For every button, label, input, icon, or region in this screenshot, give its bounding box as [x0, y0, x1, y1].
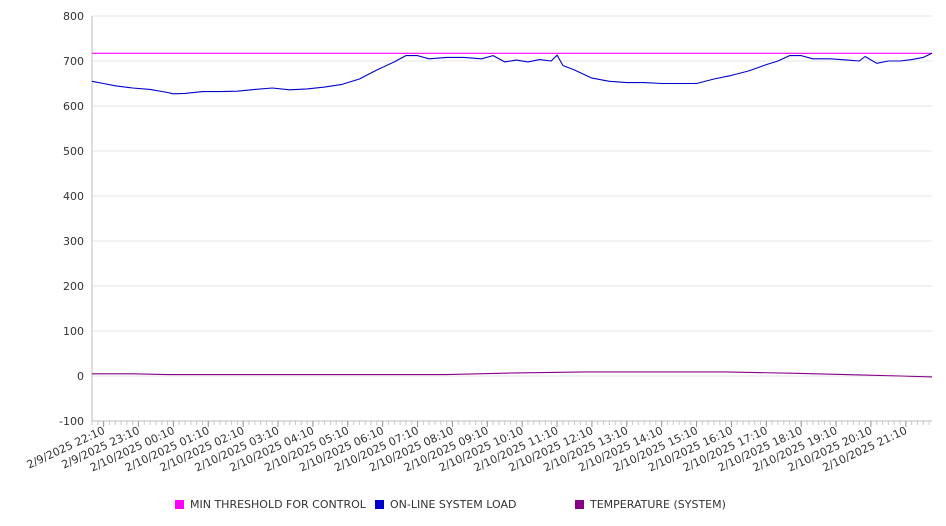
- legend-item-threshold[interactable]: MIN THRESHOLD FOR CONTROL: [175, 498, 366, 511]
- y-tick-label: 700: [63, 55, 84, 68]
- y-tick-label: 600: [63, 100, 84, 113]
- legend-item-temperature[interactable]: TEMPERATURE (SYSTEM): [575, 498, 726, 511]
- y-tick-label: 100: [63, 325, 84, 338]
- y-tick-label: -100: [59, 415, 84, 428]
- legend-label-temperature: TEMPERATURE (SYSTEM): [590, 498, 726, 511]
- series-line-temperature: [92, 371, 933, 378]
- legend-label-system-load: ON-LINE SYSTEM LOAD: [390, 498, 517, 511]
- legend-swatch-system-load: [375, 500, 384, 509]
- legend-swatch-temperature: [575, 500, 584, 509]
- legend-item-system-load[interactable]: ON-LINE SYSTEM LOAD: [375, 498, 516, 511]
- legend-swatch-threshold: [175, 500, 184, 509]
- legend: MIN THRESHOLD FOR CONTROL ON-LINE SYSTEM…: [0, 498, 946, 514]
- y-tick-label: 800: [63, 10, 84, 23]
- y-tick-label: 200: [63, 280, 84, 293]
- legend-label-threshold: MIN THRESHOLD FOR CONTROL: [190, 498, 366, 511]
- y-tick-label: 500: [63, 145, 84, 158]
- y-tick-label: 400: [63, 190, 84, 203]
- y-tick-label: 300: [63, 235, 84, 248]
- series-line-system-load: [91, 52, 933, 95]
- y-tick-label: 0: [77, 370, 84, 383]
